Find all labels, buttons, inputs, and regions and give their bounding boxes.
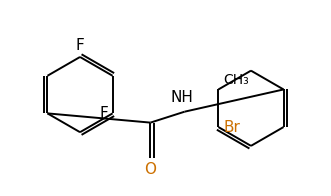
Text: Br: Br: [223, 120, 240, 135]
Text: CH₃: CH₃: [223, 73, 249, 87]
Text: NH: NH: [170, 90, 193, 105]
Text: F: F: [99, 106, 108, 121]
Text: F: F: [76, 38, 84, 53]
Text: O: O: [144, 162, 157, 177]
